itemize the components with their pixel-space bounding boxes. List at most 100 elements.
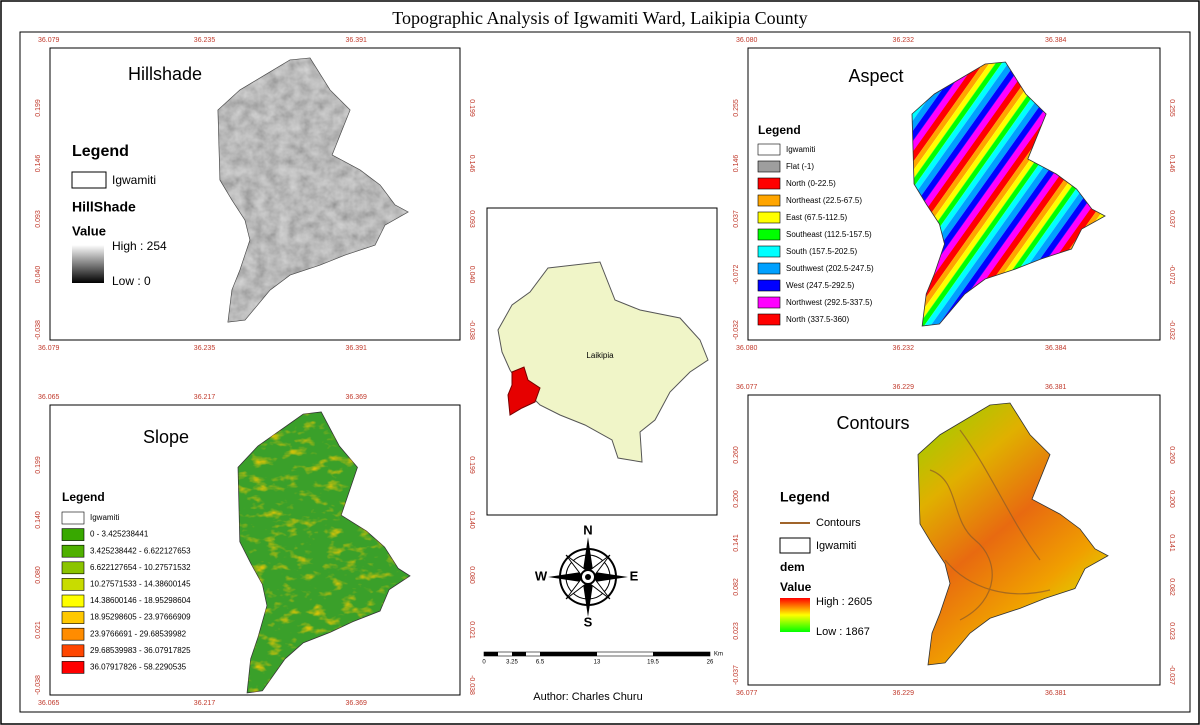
legend-label: Northwest (292.5-337.5) bbox=[786, 298, 873, 307]
legend-swatch bbox=[757, 245, 781, 258]
legend-high: High : 254 bbox=[112, 239, 167, 253]
legend-swatch bbox=[61, 561, 85, 575]
graticule-y-left: 0.093 bbox=[35, 210, 42, 228]
legend-swatch bbox=[61, 511, 85, 525]
legend-layer: dem bbox=[780, 560, 805, 574]
graticule-x-bottom: 36.065 bbox=[38, 700, 60, 707]
scale-label: 0 bbox=[482, 660, 486, 666]
graticule-x-top: 36.217 bbox=[194, 394, 216, 401]
legend-label: North (337.5-360) bbox=[786, 315, 849, 324]
graticule-x-top: 36.065 bbox=[38, 394, 60, 401]
graticule-y-right: -0.072 bbox=[1168, 265, 1175, 285]
graticule-x-top: 36.369 bbox=[346, 394, 368, 401]
scale-label: 26 bbox=[707, 660, 714, 666]
legend-ramp bbox=[780, 598, 810, 632]
graticule-y-left: 0.080 bbox=[35, 566, 42, 584]
graticule-y-right: 0.093 bbox=[468, 210, 475, 228]
graticule-y-left: 0.021 bbox=[35, 621, 42, 639]
graticule-y-left: 0.255 bbox=[733, 99, 740, 117]
legend-low: Low : 0 bbox=[112, 274, 151, 288]
legend-swatch bbox=[61, 661, 85, 674]
legend-swatch bbox=[61, 528, 85, 541]
scale-label: 13 bbox=[594, 660, 601, 666]
legend-label: Flat (-1) bbox=[786, 162, 814, 171]
author: Author: Charles Churu bbox=[533, 691, 642, 703]
graticule-y-left: -0.072 bbox=[733, 264, 740, 284]
graticule-y-right: 0.199 bbox=[468, 456, 475, 474]
map-title: Hillshade bbox=[128, 64, 202, 84]
graticule-y-right: -0.038 bbox=[468, 675, 475, 695]
graticule-x-bottom: 36.384 bbox=[1045, 345, 1067, 352]
legend-label: Contours bbox=[816, 517, 861, 529]
graticule-x-bottom: 36.381 bbox=[1045, 690, 1067, 697]
graticule-y-right: 0.040 bbox=[468, 266, 475, 284]
west-label: W bbox=[535, 568, 548, 583]
legend-label: 23.9766691 - 29.68539982 bbox=[90, 629, 187, 638]
legend-swatch bbox=[757, 160, 781, 173]
graticule-y-left: 0.146 bbox=[35, 155, 42, 173]
graticule-y-left: 0.037 bbox=[733, 210, 740, 228]
map-title: Aspect bbox=[848, 66, 903, 86]
graticule-x-bottom: 36.369 bbox=[346, 700, 368, 707]
legend-label: South (157.5-202.5) bbox=[786, 247, 857, 256]
graticule-y-right: 0.141 bbox=[1168, 534, 1175, 552]
legend-swatch bbox=[757, 296, 781, 309]
graticule-y-right: 0.080 bbox=[468, 566, 475, 584]
graticule-y-right: -0.037 bbox=[1168, 665, 1175, 685]
scale-label: 3.25 bbox=[506, 660, 518, 666]
graticule-y-right: 0.082 bbox=[1168, 578, 1175, 596]
graticule-y-left: 0.200 bbox=[733, 490, 740, 508]
graticule-y-right: 0.199 bbox=[468, 99, 475, 117]
graticule-y-left: 0.082 bbox=[733, 578, 740, 596]
graticule-y-left: 0.141 bbox=[733, 534, 740, 552]
legend-label: 0 - 3.425238441 bbox=[90, 530, 149, 539]
graticule-y-right: 0.021 bbox=[468, 621, 475, 639]
graticule-y-left: 0.023 bbox=[733, 622, 740, 640]
graticule-y-left: 0.199 bbox=[35, 99, 42, 117]
legend-low: Low : 1867 bbox=[816, 626, 870, 638]
legend-label: Southeast (112.5-157.5) bbox=[786, 230, 872, 239]
legend-label: East (67.5-112.5) bbox=[786, 213, 848, 222]
legend-label: Southwest (202.5-247.5) bbox=[786, 264, 874, 273]
graticule-x-top: 36.079 bbox=[38, 37, 60, 44]
legend-swatch bbox=[779, 537, 811, 554]
legend-ramp bbox=[72, 245, 104, 283]
legend-label: Igwamiti bbox=[90, 513, 120, 522]
county-shape bbox=[497, 261, 709, 463]
east-label: E bbox=[630, 568, 639, 583]
graticule-y-right: 0.146 bbox=[1168, 155, 1175, 173]
map-title: Slope bbox=[143, 427, 189, 447]
legend-label: 10.27571533 - 14.38600145 bbox=[90, 580, 191, 589]
layout-title: Topographic Analysis of Igwamiti Ward, L… bbox=[392, 8, 807, 28]
legend-swatch bbox=[61, 544, 85, 558]
graticule-x-bottom: 36.079 bbox=[38, 345, 60, 352]
graticule-y-right: -0.032 bbox=[1168, 320, 1175, 340]
graticule-y-right: 0.200 bbox=[1168, 490, 1175, 508]
graticule-y-left: -0.037 bbox=[733, 665, 740, 685]
legend-swatch bbox=[757, 313, 781, 326]
graticule-y-right: 0.023 bbox=[1168, 622, 1175, 640]
graticule-x-top: 36.391 bbox=[346, 37, 368, 44]
map-title: Contours bbox=[836, 413, 909, 433]
legend-label: Northeast (22.5-67.5) bbox=[786, 196, 862, 205]
legend-swatch bbox=[61, 594, 85, 608]
legend-label: Igwamiti bbox=[816, 540, 856, 552]
legend-swatch bbox=[61, 627, 85, 641]
graticule-x-top: 36.384 bbox=[1045, 37, 1067, 44]
legend-layer: HillShade bbox=[72, 199, 136, 215]
graticule-x-bottom: 36.229 bbox=[893, 690, 915, 697]
legend-swatch bbox=[757, 143, 781, 156]
scale-label: 6.5 bbox=[536, 660, 545, 666]
graticule-y-left: -0.032 bbox=[733, 320, 740, 340]
graticule-x-top: 36.381 bbox=[1045, 384, 1067, 391]
legend-swatch bbox=[61, 578, 85, 591]
legend-title: Legend bbox=[62, 490, 105, 504]
graticule-x-top: 36.077 bbox=[736, 384, 758, 391]
legend-title: Legend bbox=[780, 489, 830, 505]
legend-value: Value bbox=[780, 580, 812, 594]
legend-swatch bbox=[71, 171, 107, 189]
legend-label: 6.622127654 - 10.27571532 bbox=[90, 563, 191, 572]
graticule-x-top: 36.232 bbox=[893, 37, 915, 44]
graticule-y-right: -0.038 bbox=[468, 320, 475, 340]
